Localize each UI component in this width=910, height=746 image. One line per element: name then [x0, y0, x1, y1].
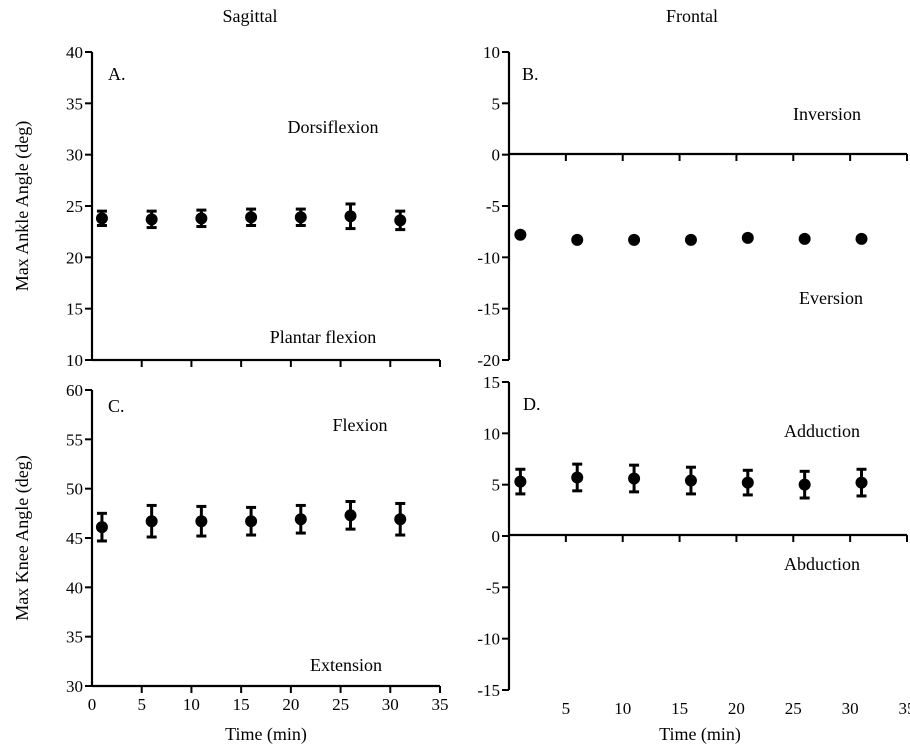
x-tick-label: 25 [332, 695, 349, 714]
y-tick-label: -10 [477, 248, 500, 267]
panel-2: -20 -15 -10 -5 0 5 10 B. Inversion Eversion [477, 43, 908, 370]
y-tick-label: 10 [66, 351, 83, 370]
data-point [394, 513, 407, 526]
data-point [95, 212, 108, 225]
data-point [741, 231, 754, 244]
panel-label: D. [523, 394, 541, 414]
panel-3: 30 35 40 45 50 55 60 0 5 10 15 20 25 30 35 C. Flexion Ext… [12, 381, 449, 745]
x-tick-label: 5 [137, 695, 146, 714]
data-point [571, 233, 584, 246]
y-tick-label: -5 [486, 197, 500, 216]
y-tick-label: 0 [492, 527, 501, 546]
x-tick-label: 10 [183, 695, 200, 714]
y-tick-label: 35 [66, 94, 83, 113]
data-point [571, 471, 584, 484]
data-point [344, 210, 357, 223]
panel-label: A. [108, 64, 126, 84]
y-tick-label: 10 [483, 43, 500, 62]
y-axis-title: Max Ankle Angle (deg) [12, 121, 33, 291]
data-point [514, 475, 527, 488]
y-tick-label: 15 [483, 373, 500, 392]
x-tick-label: 10 [614, 699, 631, 718]
x-tick-label: 15 [233, 695, 250, 714]
y-tick-label: 25 [66, 197, 83, 216]
x-tick-label: 30 [842, 699, 859, 718]
annotation-label: Abduction [784, 554, 860, 574]
data-point [245, 515, 258, 528]
x-tick-label: 5 [562, 699, 571, 718]
data-point [195, 515, 208, 528]
annotation-label: Plantar flexion [270, 327, 376, 347]
y-tick-label: 55 [66, 430, 83, 449]
annotation-label: Adduction [784, 421, 860, 441]
annotation-label: Flexion [332, 415, 387, 435]
data-point [798, 232, 811, 245]
panel-label: B. [522, 64, 539, 84]
data-point [628, 472, 641, 485]
y-tick-label: -5 [486, 578, 500, 597]
y-tick-label: 5 [492, 94, 501, 113]
x-axis-title: Time (min) [225, 724, 307, 745]
y-tick-label: 40 [66, 578, 83, 597]
data-point [145, 515, 158, 528]
y-tick-label: 30 [66, 146, 83, 165]
panel-label: C. [108, 396, 125, 416]
panel-1: 10 15 20 25 30 35 40 A. Dorsiflexion Plantar flex… [12, 43, 441, 370]
y-tick-label: 35 [66, 628, 83, 647]
y-tick-label: 0 [492, 146, 501, 165]
x-tick-label: 15 [671, 699, 688, 718]
y-tick-label: 10 [483, 424, 500, 443]
data-point [855, 476, 868, 489]
data-point [798, 478, 811, 491]
data-point [855, 232, 868, 245]
x-tick-label: 30 [382, 695, 399, 714]
annotation-label: Inversion [793, 104, 861, 124]
data-point [294, 513, 307, 526]
data-point [344, 509, 357, 522]
data-point [684, 233, 697, 246]
x-tick-label: 20 [282, 695, 299, 714]
x-tick-label: 20 [728, 699, 745, 718]
data-point [741, 476, 754, 489]
y-tick-label: 5 [492, 476, 501, 495]
annotation-label: Eversion [799, 288, 863, 308]
x-axis-title: Time (min) [659, 724, 741, 745]
heading-frontal: Frontal [666, 6, 718, 26]
y-tick-label: -15 [477, 681, 500, 700]
heading-sagittal: Sagittal [223, 6, 278, 26]
y-tick-label: 40 [66, 43, 83, 62]
data-point [628, 233, 641, 246]
data-point [95, 521, 108, 534]
y-tick-label: 15 [66, 300, 83, 319]
annotation-label: Extension [310, 655, 382, 675]
data-point [394, 214, 407, 227]
annotation-label: Dorsiflexion [288, 117, 379, 137]
x-tick-label: 35 [899, 699, 910, 718]
x-tick-label: 35 [432, 695, 449, 714]
y-tick-label: 20 [66, 248, 83, 267]
data-point [195, 212, 208, 225]
y-tick-label: -15 [477, 300, 500, 319]
data-point [245, 211, 258, 224]
x-tick-label: 0 [88, 695, 97, 714]
y-tick-label: 60 [66, 381, 83, 400]
y-tick-label: -20 [477, 351, 500, 370]
y-tick-label: 45 [66, 529, 83, 548]
y-axis-title: Max Knee Angle (deg) [12, 455, 33, 620]
data-point [294, 211, 307, 224]
y-tick-label: 50 [66, 480, 83, 499]
data-point [145, 213, 158, 226]
x-tick-label: 25 [785, 699, 802, 718]
panel-4: -15 -10 -5 0 5 10 15 5 10 15 20 25 30 35 D. Adduction Ab… [477, 373, 910, 745]
data-point [684, 474, 697, 487]
data-point [514, 228, 527, 241]
y-tick-label: 30 [66, 677, 83, 696]
y-tick-label: -10 [477, 630, 500, 649]
